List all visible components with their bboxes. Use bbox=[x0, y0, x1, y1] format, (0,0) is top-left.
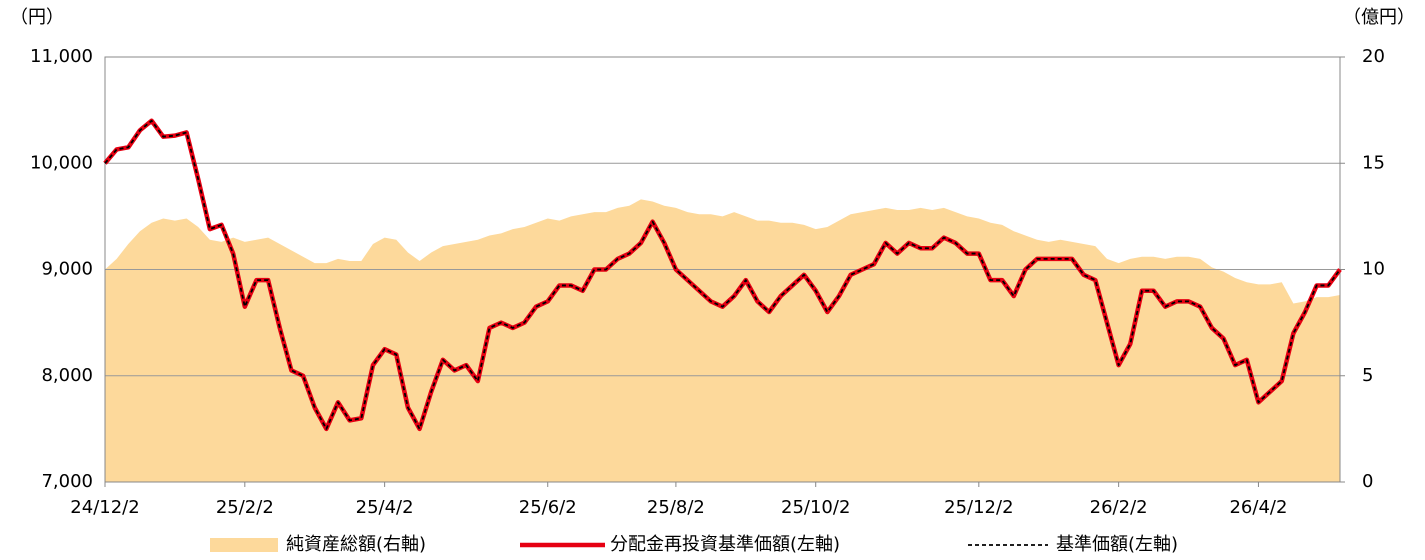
y2-tick-label: 15 bbox=[1362, 152, 1385, 173]
legend-label: 純資産総額(右軸) bbox=[286, 534, 426, 555]
y-tick-label: 11,000 bbox=[30, 46, 93, 67]
x-tick-label: 25/10/2 bbox=[781, 497, 850, 518]
y-tick-label: 9,000 bbox=[41, 259, 93, 280]
legend-label: 分配金再投資基準価額(左軸) bbox=[610, 534, 840, 555]
x-tick-label: 26/4/2 bbox=[1229, 497, 1287, 518]
y2-tick-label: 0 bbox=[1362, 471, 1373, 492]
area bbox=[105, 199, 1340, 482]
y-tick-label: 10,000 bbox=[30, 152, 93, 173]
x-tick-label: 24/12/2 bbox=[70, 497, 139, 518]
x-tick-label: 25/6/2 bbox=[519, 497, 577, 518]
y2-tick-label: 5 bbox=[1362, 365, 1373, 386]
legend-swatch bbox=[210, 538, 278, 552]
y-tick-label: 7,000 bbox=[41, 471, 93, 492]
x-tick-label: 25/4/2 bbox=[356, 497, 414, 518]
y-axis-unit: （円） bbox=[10, 7, 64, 28]
y2-tick-label: 10 bbox=[1362, 259, 1385, 280]
line bbox=[104, 119, 1341, 430]
legend-label: 基準価額(左軸) bbox=[1056, 534, 1178, 555]
x-tick-label: 25/12/2 bbox=[944, 497, 1013, 518]
x-tick-label: 25/8/2 bbox=[647, 497, 705, 518]
y2-tick-label: 20 bbox=[1362, 46, 1385, 67]
y2-axis-unit: （億円） bbox=[1343, 7, 1415, 28]
y-tick-label: 8,000 bbox=[41, 365, 93, 386]
x-tick-label: 25/2/2 bbox=[216, 497, 274, 518]
x-tick-label: 26/2/2 bbox=[1090, 497, 1148, 518]
